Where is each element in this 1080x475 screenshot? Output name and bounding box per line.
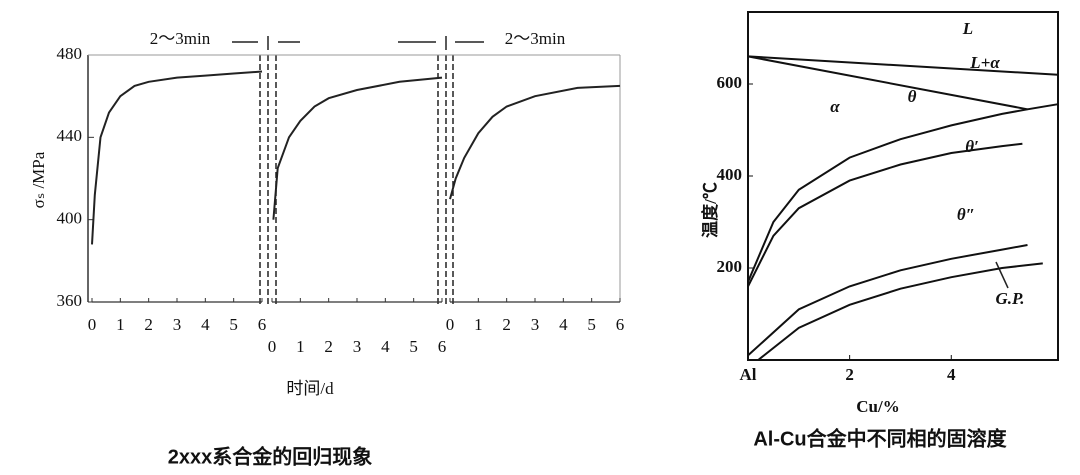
series-label: θ″ <box>957 205 975 224</box>
curve <box>272 76 443 220</box>
x-tick-label: 5 <box>229 315 238 334</box>
annotation: 2～3min <box>505 29 566 48</box>
x-tick-label: 2 <box>144 315 153 334</box>
x-tick-label: 1 <box>474 315 483 334</box>
curve <box>747 55 1028 111</box>
x-tick-label: 3 <box>173 315 182 334</box>
x-tick-label: 4 <box>947 365 956 384</box>
x-tick-label: 4 <box>201 315 210 334</box>
annotation: α <box>830 97 840 116</box>
x-tick-label: 0 <box>268 337 277 356</box>
x-tick-label: 6 <box>438 337 447 356</box>
frame <box>747 11 1059 361</box>
x-tick-label: 5 <box>409 337 418 356</box>
caption: Al-Cu合金中不同相的固溶度 <box>753 426 1007 450</box>
annotation: L+α <box>969 53 1000 72</box>
y-tick-label: 600 <box>717 73 743 92</box>
y-axis-label: σₛ /MPa <box>29 151 48 208</box>
x-tick-label: 0 <box>446 315 455 334</box>
curve <box>747 142 1023 287</box>
curve <box>747 244 1028 357</box>
x-tick-label: 2 <box>324 337 333 356</box>
x-tick-label: 0 <box>88 315 97 334</box>
dashed-breaks <box>232 36 1009 305</box>
x-tick-label: 3 <box>353 337 362 356</box>
y-tick-label: 480 <box>57 44 83 63</box>
x-tick-label: 2 <box>845 365 854 384</box>
y-tick-label: 440 <box>57 126 83 145</box>
y-tick-label: 400 <box>717 165 743 184</box>
x-tick-label: Al <box>740 365 757 384</box>
series-label: θ′ <box>965 137 979 156</box>
curve <box>449 84 621 200</box>
x-tick-label: 4 <box>381 337 390 356</box>
y-tick-label: 400 <box>57 209 83 228</box>
x-tick-label: 6 <box>258 315 267 334</box>
y-axis-label: 温度/℃ <box>700 182 720 238</box>
annotation: L <box>962 19 973 38</box>
x-tick-label: 6 <box>616 315 625 334</box>
curve <box>757 262 1043 361</box>
x-tick-label: 5 <box>587 315 596 334</box>
y-tick-label: 360 <box>57 291 83 310</box>
x-tick-label: 1 <box>296 337 305 356</box>
x-tick-label: 2 <box>502 315 511 334</box>
caption: 2xxx系合金的回归现象 <box>168 444 373 468</box>
x-axis-label: Cu/% <box>856 397 899 416</box>
curve <box>747 55 1059 76</box>
curve <box>91 70 263 245</box>
annotation: 2～3min <box>150 29 211 48</box>
x-tick-label: 1 <box>116 315 125 334</box>
x-axis-label: 时间/d <box>286 379 334 398</box>
x-tick-label: 3 <box>531 315 540 334</box>
y-tick-label: 200 <box>717 257 743 276</box>
x-tick-label: 4 <box>559 315 568 334</box>
series-label: θ <box>908 87 917 106</box>
series-label: G.P. <box>996 289 1025 308</box>
curve <box>747 103 1059 283</box>
